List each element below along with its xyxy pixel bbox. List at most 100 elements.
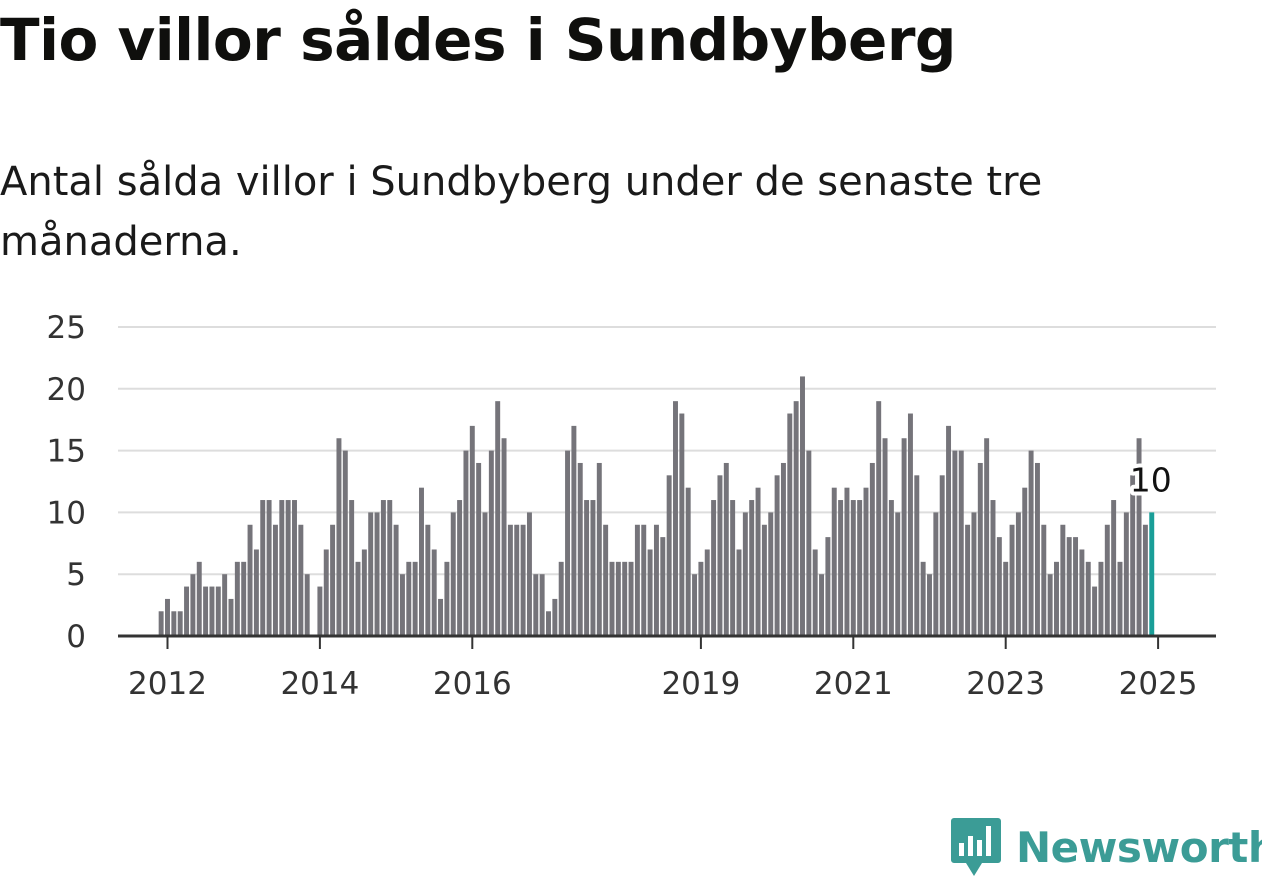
bar: [387, 500, 393, 636]
bar: [1041, 524, 1047, 636]
bar: [279, 500, 285, 636]
bar: [507, 524, 513, 636]
bar: [711, 500, 717, 636]
bars: [158, 376, 1155, 636]
bar: [1060, 524, 1066, 636]
bar: [1079, 549, 1085, 636]
bar: [571, 425, 577, 636]
bar: [977, 462, 983, 636]
bar: [374, 512, 380, 636]
bar: [215, 586, 221, 636]
bar: [1111, 500, 1117, 636]
bar: [863, 487, 869, 636]
bar: [749, 500, 755, 636]
bar: [698, 561, 704, 636]
bar: [342, 450, 348, 636]
bar: [1015, 512, 1021, 636]
bar: [558, 561, 564, 636]
bar: [952, 450, 958, 636]
x-tick-label: 2012: [128, 666, 207, 702]
bar: [939, 475, 945, 636]
bar: [419, 487, 424, 636]
y-tick-label: 0: [66, 619, 86, 655]
bar: [590, 500, 596, 636]
bar: [704, 549, 710, 636]
bar: [1047, 574, 1053, 636]
bar: [1054, 561, 1059, 636]
bar: [482, 512, 488, 636]
bar: [539, 574, 545, 636]
bar: [228, 598, 234, 636]
y-tick-label: 20: [47, 372, 86, 408]
bar: [1009, 524, 1015, 636]
bar: [1066, 537, 1072, 636]
bar: [184, 586, 190, 636]
bar: [685, 487, 691, 636]
bar: [603, 524, 609, 636]
bar: [317, 586, 323, 636]
bar: [768, 512, 774, 636]
bar: [298, 524, 304, 636]
bar: [438, 598, 444, 636]
bar: [488, 450, 494, 636]
bar: [819, 574, 825, 636]
bar: [336, 438, 342, 636]
bar: [171, 611, 177, 636]
data-labels: 10: [1126, 456, 1176, 503]
bar: [780, 462, 786, 636]
bar: [323, 549, 329, 636]
bar: [596, 462, 602, 636]
bar: [825, 537, 831, 636]
bar: [1123, 512, 1129, 636]
bar: [1028, 450, 1034, 636]
x-tick-label: 2021: [814, 666, 893, 702]
bar: [869, 462, 875, 636]
bar: [812, 549, 818, 636]
bar: [361, 549, 367, 636]
bar: [552, 598, 558, 636]
bar: [260, 500, 266, 636]
bar: [476, 462, 482, 636]
bar: [742, 512, 748, 636]
bar: [1073, 537, 1079, 636]
bar: [209, 586, 215, 636]
bar: [634, 524, 640, 636]
bar: [622, 561, 628, 636]
x-tick-label: 2016: [433, 666, 512, 702]
bar: [1136, 438, 1142, 636]
bar: [933, 512, 939, 636]
bar: [831, 487, 837, 636]
bar: [907, 413, 913, 636]
bar: [165, 598, 170, 636]
bar: [971, 512, 977, 636]
bar: [920, 561, 926, 636]
bar: [1022, 487, 1028, 636]
bar: [266, 500, 272, 636]
bar: [1104, 524, 1110, 636]
bar: [806, 450, 812, 636]
bar: [463, 450, 469, 636]
bar: [1003, 561, 1009, 636]
bar: [844, 487, 850, 636]
x-tick-label: 2023: [966, 666, 1045, 702]
bar: [526, 512, 532, 636]
bar: [406, 561, 412, 636]
bar: [882, 438, 888, 636]
y-tick-label: 5: [66, 557, 86, 593]
highlight-bar: [1149, 512, 1155, 636]
bar: [628, 561, 634, 636]
bar: [615, 561, 621, 636]
y-tick-label: 25: [47, 310, 86, 346]
bar: [673, 401, 678, 636]
bar: [984, 438, 990, 636]
bar: [641, 524, 647, 636]
x-tick-label: 2014: [280, 666, 359, 702]
bar: [660, 537, 666, 636]
bar: [990, 500, 996, 636]
bar: [577, 462, 583, 636]
bar: [158, 611, 164, 636]
bar: [1117, 561, 1123, 636]
bar: [177, 611, 183, 636]
bar: [793, 401, 799, 636]
